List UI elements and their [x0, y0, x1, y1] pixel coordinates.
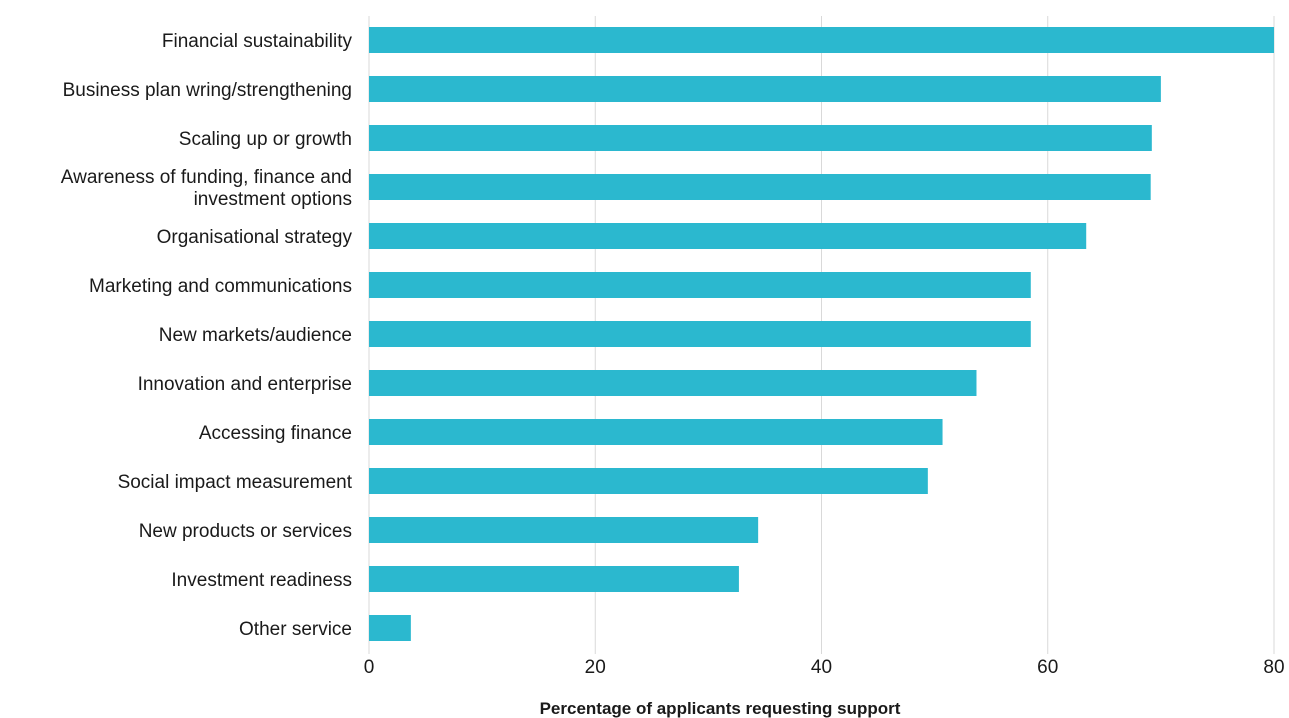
category-label: Other service	[239, 619, 352, 640]
category-label-line: Scaling up or growth	[179, 129, 352, 150]
x-tick-label: 20	[585, 657, 606, 678]
category-label-line: Accessing finance	[199, 423, 352, 444]
bar	[369, 468, 928, 494]
x-tick-label: 80	[1263, 657, 1284, 678]
x-axis-ticks: 0 20 40 60 80	[364, 657, 1285, 678]
category-label: Organisational strategy	[157, 227, 353, 248]
bar	[369, 125, 1152, 151]
category-label-line: investment options	[194, 189, 352, 210]
bars	[369, 27, 1274, 641]
bar	[369, 615, 411, 641]
bar	[369, 419, 943, 445]
category-label-line: New markets/audience	[159, 325, 352, 346]
category-label-line: Investment readiness	[171, 570, 352, 591]
category-label: Accessing finance	[199, 423, 352, 444]
x-axis-title: Percentage of applicants requesting supp…	[540, 699, 901, 718]
category-label-line: Financial sustainability	[162, 31, 353, 52]
category-label: Scaling up or growth	[179, 129, 352, 150]
category-label-line: Awareness of funding, finance and	[61, 167, 352, 188]
category-label-line: New products or services	[139, 521, 352, 542]
category-label-line: Other service	[239, 619, 352, 640]
category-label: Financial sustainability	[162, 31, 353, 52]
bar	[369, 223, 1087, 249]
category-label-line: Innovation and enterprise	[138, 374, 352, 395]
bar	[369, 370, 977, 396]
category-label-line: Marketing and communications	[89, 276, 352, 297]
bar	[369, 321, 1031, 347]
category-labels: Financial sustainability Business plan wr…	[61, 31, 353, 640]
category-label: Investment readiness	[171, 570, 352, 591]
x-tick-label: 0	[364, 657, 375, 678]
category-label-line: Business plan wring/strengthening	[63, 80, 352, 101]
category-label: New markets/audience	[159, 325, 352, 346]
category-label-line: Social impact measurement	[118, 472, 353, 493]
category-label: Social impact measurement	[118, 472, 353, 493]
category-label: Awareness of funding, finance and investm…	[61, 167, 352, 210]
category-label: Marketing and communications	[89, 276, 352, 297]
bar	[369, 76, 1161, 102]
bar	[369, 566, 739, 592]
category-label-line: Organisational strategy	[157, 227, 353, 248]
category-label: Innovation and enterprise	[138, 374, 352, 395]
bar	[369, 517, 759, 543]
x-tick-label: 40	[811, 657, 832, 678]
bar	[369, 174, 1151, 200]
bar	[369, 27, 1274, 53]
category-label: Business plan wring/strengthening	[63, 80, 352, 101]
x-tick-label: 60	[1037, 657, 1058, 678]
bar	[369, 272, 1031, 298]
category-label: New products or services	[139, 521, 352, 542]
